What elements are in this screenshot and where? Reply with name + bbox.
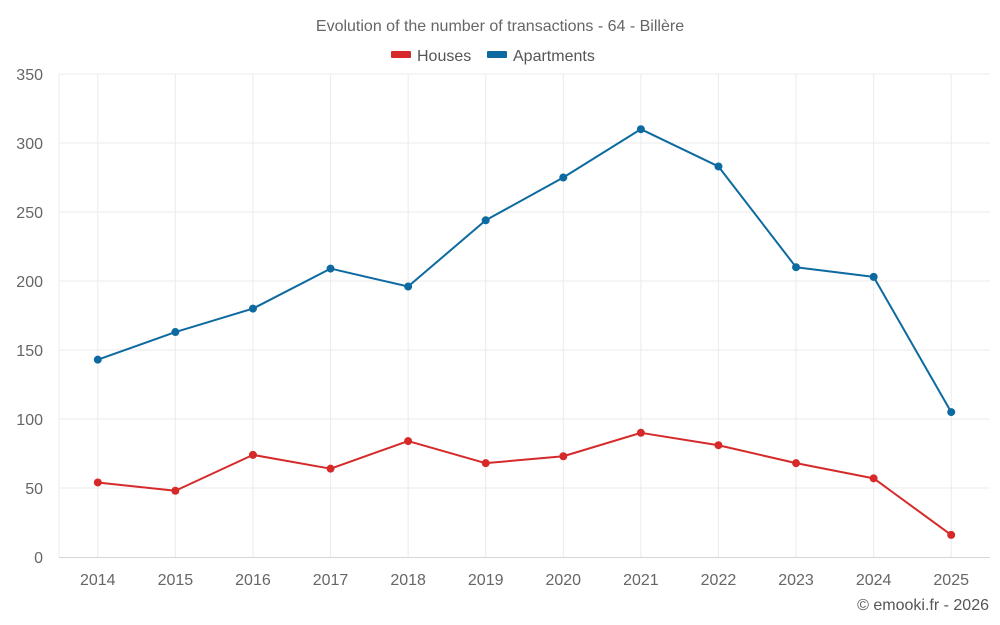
data-point-apartments [636, 125, 645, 134]
x-tick-label: 2014 [80, 572, 116, 589]
data-point-apartments [248, 304, 257, 313]
x-tick-label: 2016 [235, 572, 271, 589]
x-tick-label: 2023 [778, 572, 814, 589]
y-tick-label: 100 [16, 412, 43, 429]
x-axis: 2014 2015 2016 2017 2018 2019 2020 2021 2022 2023… [59, 557, 990, 589]
legend: Houses Apartments [391, 48, 595, 65]
y-tick-label: 150 [16, 343, 43, 360]
data-point-houses [947, 530, 956, 539]
y-axis: 0 50 100 150 200 250 300 350 [16, 67, 43, 567]
data-point-houses [93, 478, 102, 487]
data-point-apartments [792, 263, 801, 272]
data-point-apartments [714, 162, 723, 171]
credit-text: © emooki.fr - 2026 [857, 597, 989, 614]
data-point-houses [481, 459, 490, 468]
legend-swatch-apartments [487, 51, 507, 58]
data-point-houses [636, 428, 645, 437]
y-tick-label: 50 [25, 481, 43, 498]
x-tick-label: 2020 [545, 572, 581, 589]
grid [58, 73, 990, 557]
legend-swatch-houses [391, 51, 411, 58]
data-point-houses [326, 464, 335, 473]
chart-title: Evolution of the number of transactions … [316, 18, 684, 35]
series-line-houses [97, 431, 952, 536]
legend-label-apartments: Apartments [513, 48, 595, 65]
y-tick-label: 300 [16, 136, 43, 153]
x-tick-label: 2018 [390, 572, 426, 589]
data-point-apartments [326, 264, 335, 273]
data-point-houses [792, 459, 801, 468]
data-point-houses [714, 441, 723, 450]
data-point-houses [559, 452, 568, 461]
y-tick-label: 250 [16, 205, 43, 222]
data-point-apartments [171, 328, 180, 337]
x-tick-label: 2015 [158, 572, 194, 589]
y-tick-label: 350 [16, 67, 43, 84]
x-tick-label: 2021 [623, 572, 659, 589]
x-tick-label: 2017 [313, 572, 349, 589]
data-point-apartments [93, 355, 102, 364]
legend-label-houses: Houses [417, 48, 471, 65]
data-point-apartments [481, 216, 490, 225]
series-group [93, 125, 956, 539]
x-tick-label: 2024 [856, 572, 892, 589]
y-tick-label: 200 [16, 274, 43, 291]
data-point-houses [404, 437, 413, 446]
data-point-houses [869, 474, 878, 483]
data-point-apartments [559, 173, 568, 182]
y-tick-label: 0 [34, 550, 43, 567]
x-tick-label: 2022 [701, 572, 737, 589]
x-tick-label: 2025 [933, 572, 969, 589]
data-point-apartments [869, 272, 878, 281]
data-point-apartments [404, 282, 413, 291]
data-point-houses [248, 450, 257, 459]
x-tick-label: 2019 [468, 572, 504, 589]
data-point-houses [171, 486, 180, 495]
data-point-apartments [947, 408, 956, 417]
series-line-apartments [97, 128, 953, 413]
